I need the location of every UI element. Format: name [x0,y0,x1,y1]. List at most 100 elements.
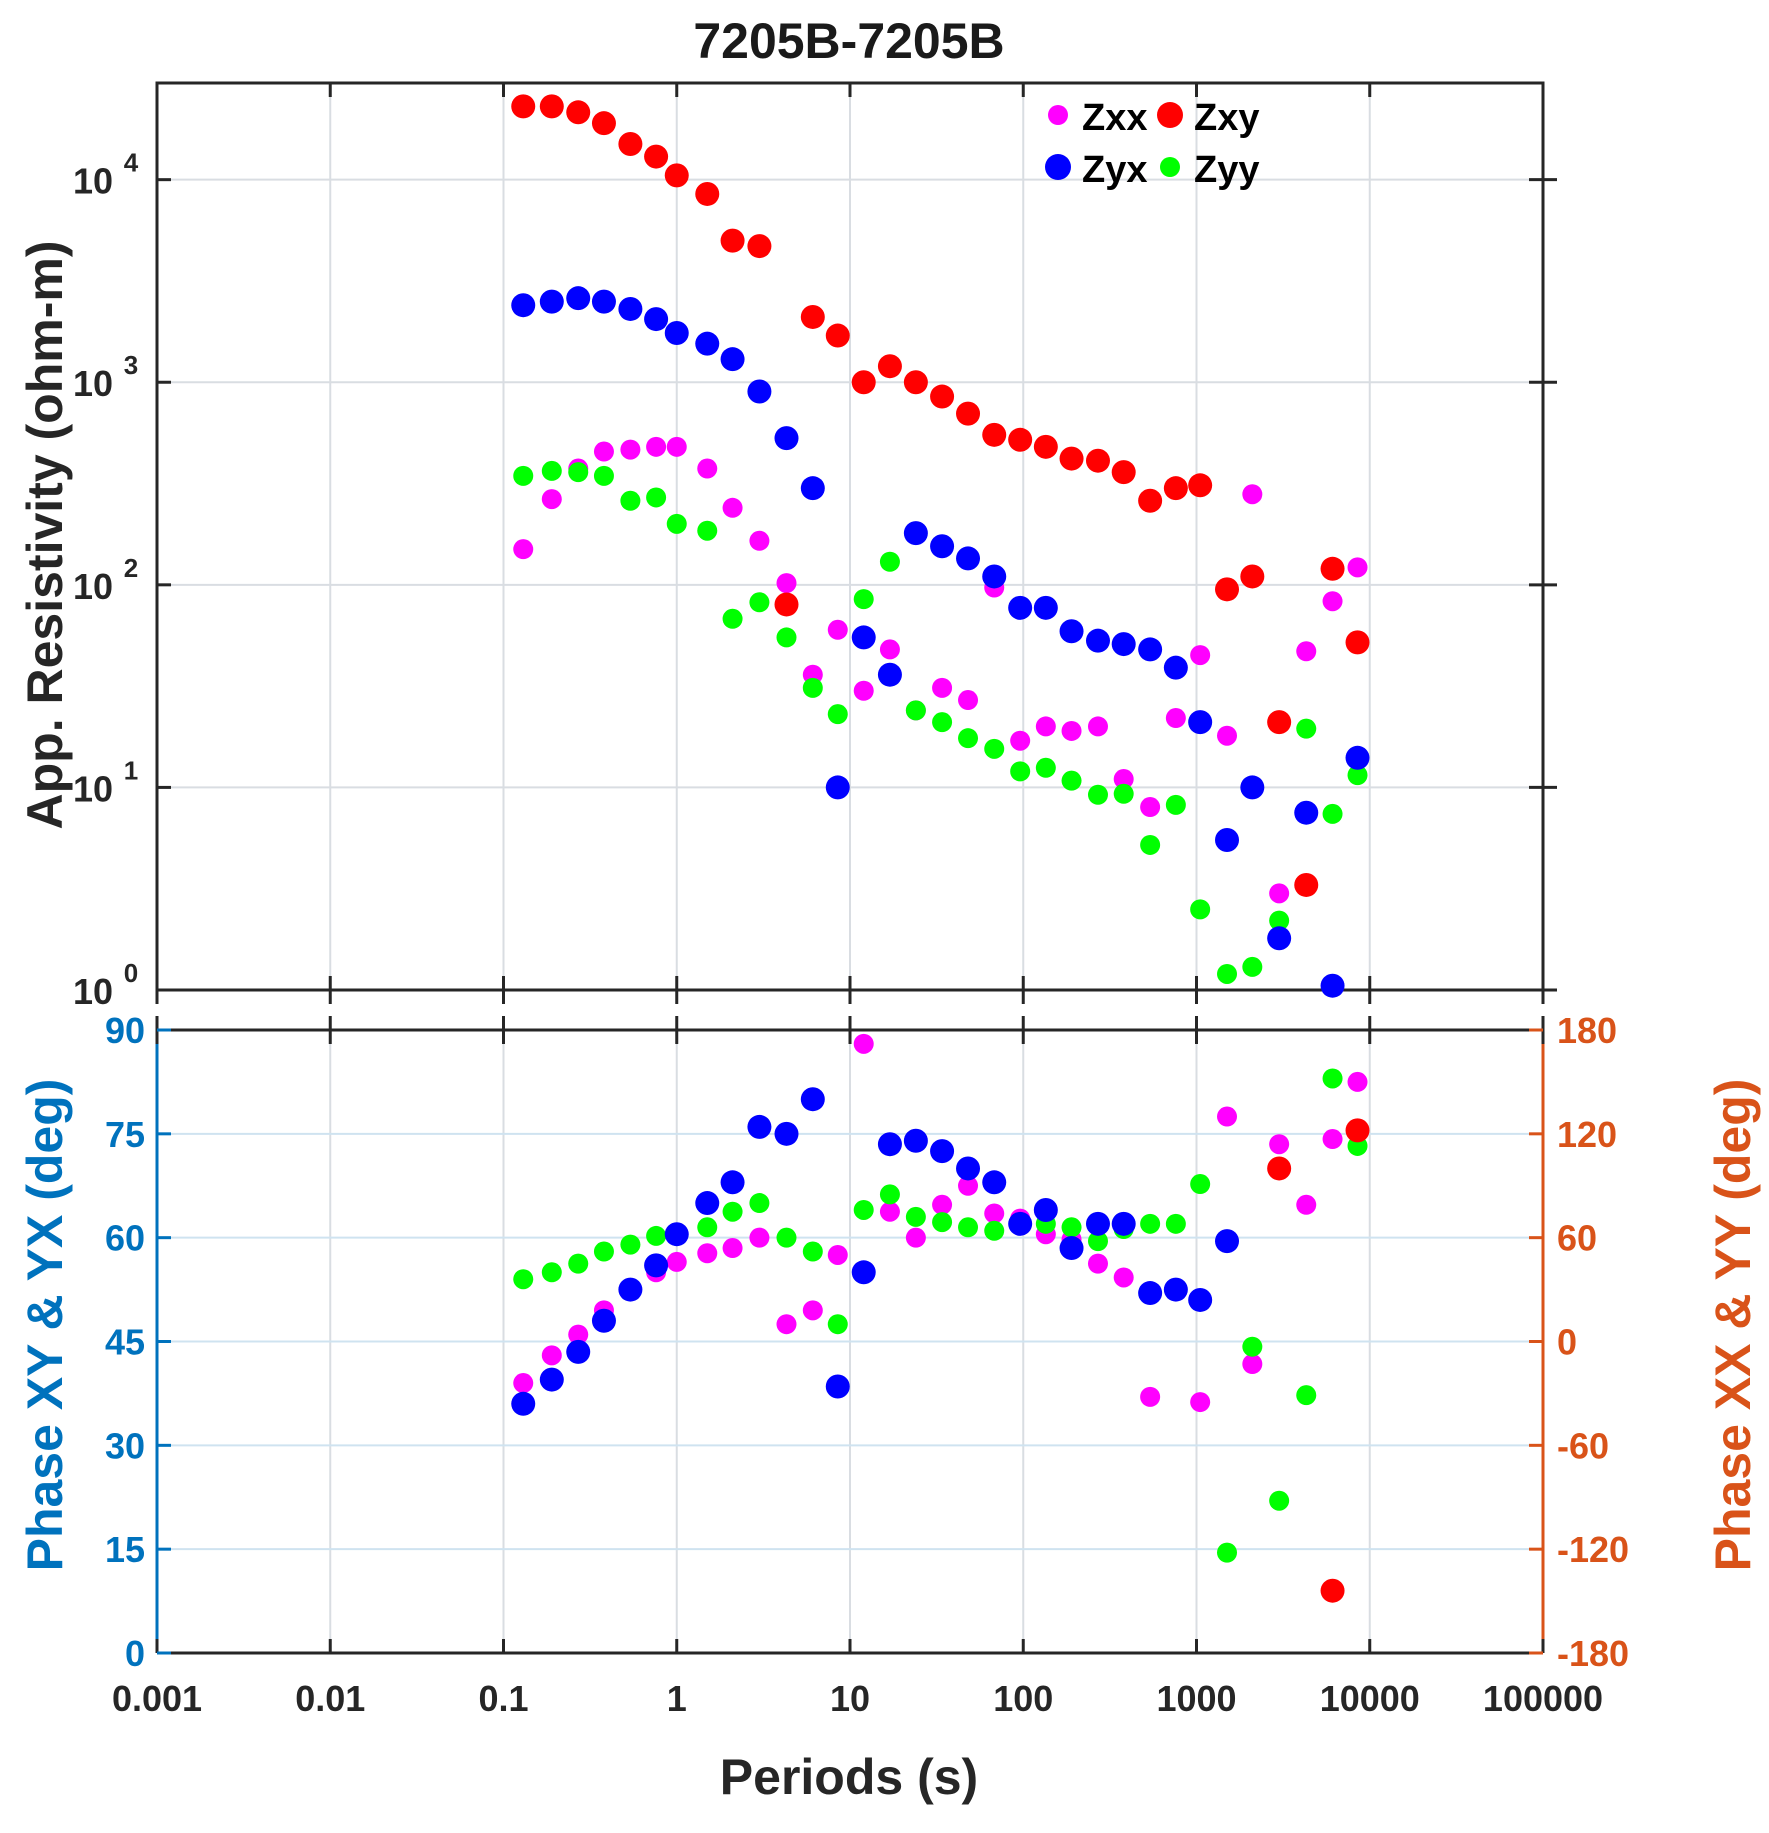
phase-point-zyx [1111,1211,1136,1236]
phase-series-zxy [1267,1118,1370,1603]
data-point-zxy [539,94,564,119]
data-point-zxx [827,619,848,640]
data-point-zxx [932,677,953,698]
data-point-zyx [1033,595,1058,620]
data-point-zyx [877,662,902,687]
y-tick-exponent: 2 [124,553,138,583]
data-point-zyy [722,608,743,629]
data-point-zxy [664,163,689,188]
resistivity-panel: 10 0 10 1 10 2 10 3 10 4 Zxx Zxy Zyx Zyy [73,81,1557,1012]
data-point-zyy [1322,803,1343,824]
phase-point-zyy [749,1193,770,1214]
phase-point-zyx [1138,1281,1163,1306]
data-point-zyx [1008,595,1033,620]
phase-point-zyx [1085,1211,1110,1236]
data-point-zyx [1163,655,1188,680]
data-point-zyy [802,677,823,698]
data-point-zxx [1347,557,1368,578]
phase-point-zyy [802,1241,823,1262]
phase-point-zyx [1033,1197,1058,1222]
phase-point-zyy [697,1217,718,1238]
phase-point-zxy [1320,1578,1345,1603]
data-point-zyy [666,513,687,534]
data-point-zyx [720,347,745,372]
left-tick-label: 15 [105,1529,145,1570]
data-point-zxx [513,539,534,560]
legend: Zxx Zxy Zyx Zyy [1045,97,1259,191]
data-point-zyy [593,465,614,486]
data-point-zxy [903,370,928,395]
data-point-zxx [593,441,614,462]
phase-point-zxx [568,1324,589,1345]
data-point-zxx [1190,645,1211,666]
data-point-zxx [879,639,900,660]
phase-point-zyx [1008,1211,1033,1236]
phase-point-zyx [720,1170,745,1195]
resistivity-axis-label: App. Resistivity (ohm-m) [17,241,73,830]
data-point-zyy [697,520,718,541]
data-point-zxx [697,458,718,479]
phase-point-zxx [1190,1392,1211,1413]
phase-point-zxy [1267,1156,1292,1181]
data-point-zyx [747,379,772,404]
data-point-zxx [1322,591,1343,612]
phase-point-zyx [664,1222,689,1247]
phase-point-zyx [877,1132,902,1157]
data-point-zxx [1061,720,1082,741]
phase-point-zxx [984,1203,1005,1224]
phase-point-zyy [593,1241,614,1262]
data-point-zxy [1215,577,1240,602]
phase-point-zxx [879,1201,900,1222]
data-point-zyx [930,534,955,559]
y-tick-exponent: 1 [124,755,138,785]
phase-point-zyx [930,1139,955,1164]
phase-point-zyy [1217,1542,1238,1563]
phase-point-zxy [1345,1118,1370,1143]
phase-point-zyx [851,1260,876,1285]
data-point-zyy [853,589,874,610]
data-point-zxx [620,439,641,460]
data-point-zxx [1087,716,1108,737]
data-point-zxx [646,436,667,457]
phase-point-zyy [1165,1213,1186,1234]
phase-point-zyy [1190,1174,1211,1195]
data-point-zyy [1269,910,1290,931]
phase-series-zyx [511,1087,1240,1416]
x-tick-label: 1 [667,1678,687,1719]
data-point-zyy [932,712,953,733]
phase-point-zyx [825,1374,850,1399]
data-point-zyx [800,476,825,501]
data-point-zxx [1269,883,1290,904]
x-tick-label: 1000 [1156,1678,1236,1719]
phase-point-zyy [776,1227,797,1248]
data-point-zyy [1165,794,1186,815]
phase-point-zyx [982,1170,1007,1195]
data-point-zyy [1010,761,1031,782]
data-point-zxy [511,94,536,119]
phase-point-zyy [1087,1231,1108,1252]
phase-point-zyx [903,1128,928,1153]
data-point-zxx [666,436,687,457]
data-point-zxy [591,111,616,136]
data-point-zyy [1296,718,1317,739]
data-point-zxy [1240,564,1265,589]
x-tick-label: 0.1 [478,1678,528,1719]
series-zyy [513,460,1368,984]
phase-point-zxx [1242,1353,1263,1374]
right-tick-label: -180 [1557,1633,1629,1674]
data-point-zyx [1215,828,1240,853]
phase-point-zyx [618,1277,643,1302]
data-point-zyx [1085,628,1110,653]
x-tick-label: 0.01 [295,1678,365,1719]
chart-title: 7205B-7205B [693,13,1004,69]
phase-point-zyy [905,1206,926,1227]
data-point-zxx [1113,769,1134,790]
data-point-zxx [776,573,797,594]
data-point-zyx [591,289,616,314]
data-point-zxx [541,489,562,510]
legend-label-zyx: Zyx [1082,149,1147,191]
data-point-zyy [879,551,900,572]
phase-point-zxx [1296,1194,1317,1215]
left-tick-label: 60 [105,1218,145,1259]
phase-panel: 0.001 0.01 0.1 1 10 100 1000 10000 100000 0 15 30 45… [105,1010,1629,1719]
